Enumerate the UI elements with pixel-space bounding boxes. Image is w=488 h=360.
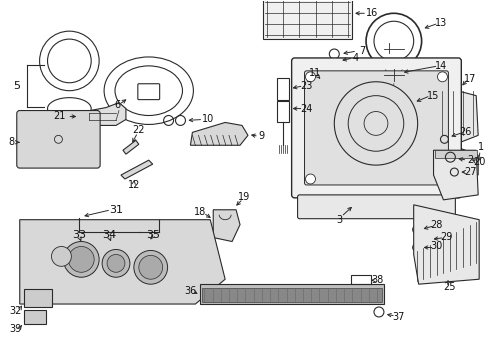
Bar <box>24 310 45 324</box>
Polygon shape <box>20 220 224 304</box>
Bar <box>276 78 288 100</box>
Text: 26: 26 <box>458 127 470 138</box>
Text: 25: 25 <box>442 282 455 292</box>
Text: 16: 16 <box>365 8 377 18</box>
Text: 12: 12 <box>127 180 140 190</box>
Text: 8: 8 <box>9 137 15 147</box>
Polygon shape <box>122 140 139 154</box>
Text: 36: 36 <box>184 286 196 296</box>
Text: 10: 10 <box>202 114 214 125</box>
Circle shape <box>51 247 71 266</box>
Text: 22: 22 <box>132 125 145 135</box>
Circle shape <box>437 174 447 184</box>
Polygon shape <box>451 145 477 175</box>
Circle shape <box>63 242 99 277</box>
Text: 19: 19 <box>237 192 250 202</box>
Text: 28: 28 <box>429 220 442 230</box>
Text: 31: 31 <box>109 205 123 215</box>
Text: 4: 4 <box>351 53 358 63</box>
Polygon shape <box>79 103 126 125</box>
Text: 21: 21 <box>53 112 65 121</box>
Text: 39: 39 <box>10 324 22 334</box>
Polygon shape <box>433 150 477 200</box>
Circle shape <box>437 72 447 82</box>
Text: 2: 2 <box>466 155 472 165</box>
Bar <box>24 289 51 307</box>
Text: 13: 13 <box>434 18 447 28</box>
Bar <box>350 275 370 284</box>
Bar <box>202 288 381 302</box>
Text: 27: 27 <box>463 167 475 177</box>
Text: 24: 24 <box>300 104 312 113</box>
Text: 30: 30 <box>429 242 442 252</box>
Text: 29: 29 <box>439 231 452 242</box>
FancyBboxPatch shape <box>304 71 447 185</box>
Polygon shape <box>121 160 152 179</box>
Circle shape <box>68 247 94 272</box>
Bar <box>263 0 351 39</box>
Text: 6: 6 <box>114 100 120 109</box>
Circle shape <box>107 255 124 272</box>
Text: 18: 18 <box>194 207 206 217</box>
Text: 14: 14 <box>434 61 447 71</box>
Text: 1: 1 <box>477 142 483 152</box>
Text: 11: 11 <box>309 68 321 78</box>
Polygon shape <box>438 86 477 142</box>
Text: 37: 37 <box>392 312 404 322</box>
Text: 7: 7 <box>358 46 365 56</box>
Bar <box>276 100 288 122</box>
FancyBboxPatch shape <box>17 111 100 168</box>
Bar <box>434 150 476 158</box>
Circle shape <box>134 251 167 284</box>
Text: 23: 23 <box>300 81 312 91</box>
Circle shape <box>305 72 315 82</box>
FancyBboxPatch shape <box>297 195 454 219</box>
Text: 20: 20 <box>472 157 485 167</box>
Polygon shape <box>413 205 478 284</box>
Text: 35: 35 <box>145 230 160 239</box>
Text: 38: 38 <box>370 275 382 285</box>
Text: 9: 9 <box>258 131 264 141</box>
Text: 34: 34 <box>102 230 116 239</box>
Polygon shape <box>213 210 240 242</box>
Circle shape <box>102 249 130 277</box>
Text: 33: 33 <box>72 230 86 239</box>
Text: 17: 17 <box>463 74 475 84</box>
Bar <box>200 284 383 304</box>
Circle shape <box>139 255 163 279</box>
FancyBboxPatch shape <box>291 58 460 198</box>
Text: 32: 32 <box>10 306 22 316</box>
Text: 3: 3 <box>336 215 342 225</box>
Text: 15: 15 <box>427 91 439 101</box>
Text: 5: 5 <box>13 81 20 91</box>
Polygon shape <box>190 122 247 145</box>
Circle shape <box>305 174 315 184</box>
